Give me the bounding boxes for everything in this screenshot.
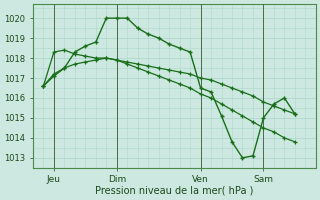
X-axis label: Pression niveau de la mer( hPa ): Pression niveau de la mer( hPa )	[95, 186, 253, 196]
